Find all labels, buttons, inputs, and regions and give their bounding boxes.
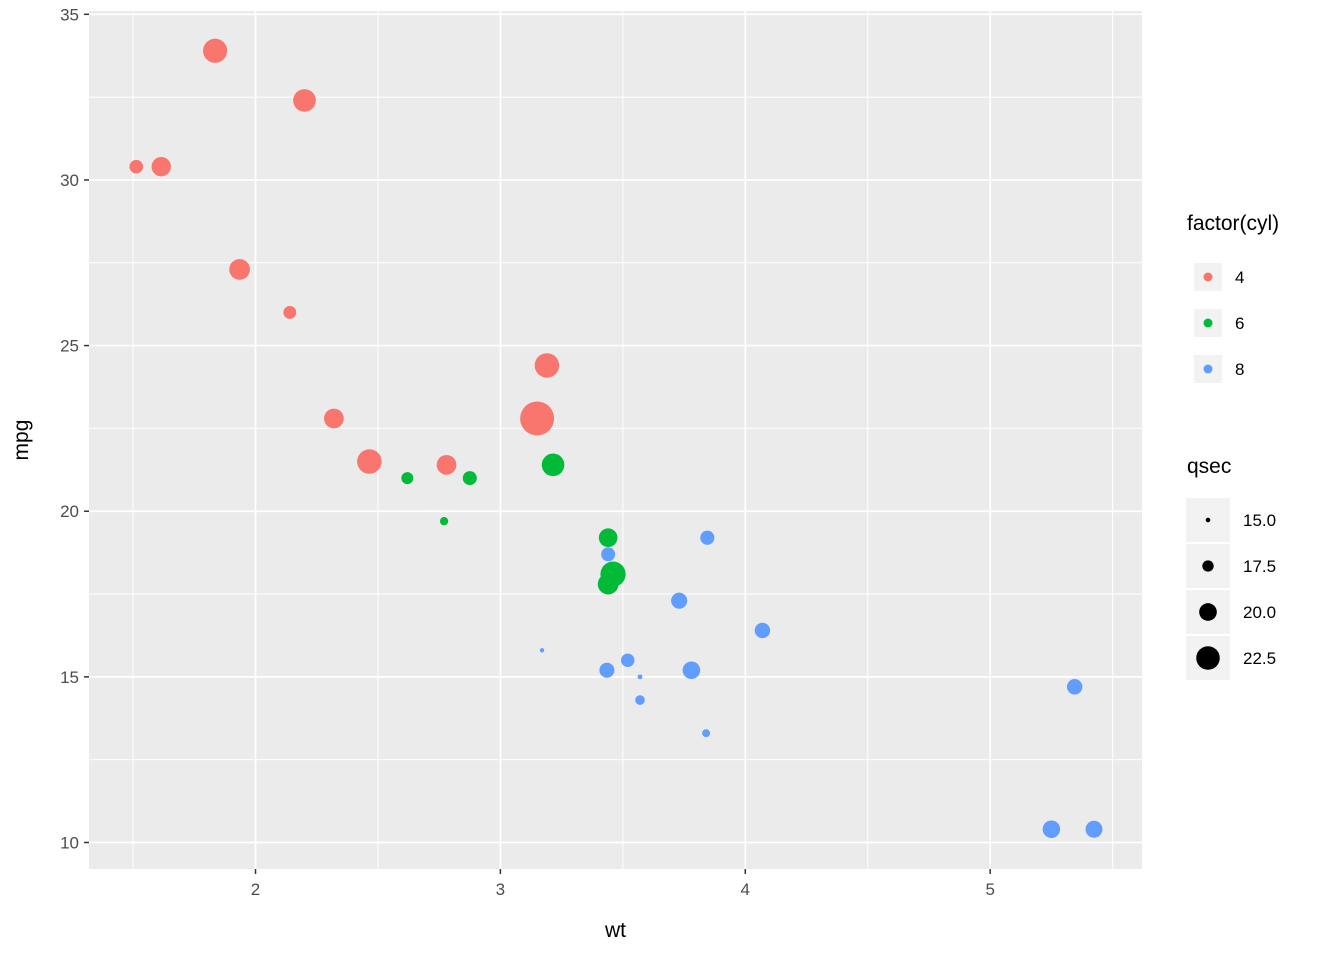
legend-qsec-label: 15.0 <box>1243 511 1276 530</box>
data-point <box>637 674 643 680</box>
y-tick-label: 10 <box>60 833 79 852</box>
legend-qsec-swatch <box>1199 603 1217 621</box>
legend-cyl-swatch <box>1203 364 1213 374</box>
data-point <box>436 455 457 475</box>
data-point <box>700 530 715 545</box>
legend-qsec-swatch <box>1196 646 1220 670</box>
data-point <box>401 472 414 485</box>
legend-cyl-label: 8 <box>1235 360 1244 379</box>
legend-cyl-swatch <box>1203 318 1213 328</box>
y-tick-label: 15 <box>60 668 79 687</box>
data-point <box>754 622 771 639</box>
data-point <box>635 695 645 705</box>
data-point <box>597 573 619 595</box>
data-point <box>229 259 250 280</box>
y-tick-label: 35 <box>60 5 79 24</box>
legend-qsec-label: 17.5 <box>1243 557 1276 576</box>
x-tick-label: 2 <box>251 880 260 899</box>
legend-cyl-label: 4 <box>1235 268 1244 287</box>
panel-background <box>89 11 1142 869</box>
grid-minor <box>89 11 1142 869</box>
data-point <box>539 648 545 653</box>
data-point <box>151 156 171 177</box>
data-point <box>1085 820 1103 838</box>
data-point <box>682 661 701 680</box>
x-tick-label: 3 <box>496 880 505 899</box>
data-point <box>293 89 316 112</box>
legend-qsec-title: qsec <box>1187 455 1231 478</box>
legend-cyl-title: factor(cyl) <box>1187 212 1279 235</box>
data-point <box>671 592 688 609</box>
legend-cyl: factor(cyl) 4 6 8 <box>1187 212 1279 383</box>
y-tick-label: 25 <box>60 337 79 356</box>
y-tick-label: 20 <box>60 502 79 521</box>
grid-major <box>89 11 1142 869</box>
data-point <box>534 353 560 378</box>
points-layer <box>129 38 1103 838</box>
legend-qsec: qsec 15.0 17.5 20.0 22.5 <box>1186 455 1276 680</box>
y-tick-label: 30 <box>60 171 79 190</box>
data-point <box>541 453 565 477</box>
x-tick-label: 4 <box>741 880 750 899</box>
data-point <box>324 408 344 429</box>
data-point <box>1042 820 1061 838</box>
data-point <box>702 729 711 738</box>
data-point <box>599 662 615 678</box>
data-point <box>601 547 616 562</box>
x-tick-label: 5 <box>985 880 994 899</box>
data-point <box>203 38 228 63</box>
y-axis-title: mpg <box>10 420 33 461</box>
data-point <box>1066 679 1083 695</box>
data-point <box>621 653 635 668</box>
data-point <box>462 471 477 486</box>
legend-cyl-label: 6 <box>1235 314 1244 333</box>
data-point <box>598 528 618 548</box>
legend-qsec-swatch <box>1205 517 1211 523</box>
data-point <box>520 401 555 436</box>
data-point <box>439 517 449 526</box>
axes: 2 3 4 5 10 15 20 25 30 35 <box>60 5 995 899</box>
legend-qsec-swatch <box>1202 560 1214 572</box>
data-point <box>357 449 382 474</box>
legend-qsec-label: 22.5 <box>1243 649 1276 668</box>
data-point <box>129 159 144 174</box>
data-point <box>283 306 297 319</box>
legend-qsec-label: 20.0 <box>1243 603 1276 622</box>
x-axis-title: wt <box>604 919 626 942</box>
legend-cyl-swatch <box>1203 272 1213 282</box>
